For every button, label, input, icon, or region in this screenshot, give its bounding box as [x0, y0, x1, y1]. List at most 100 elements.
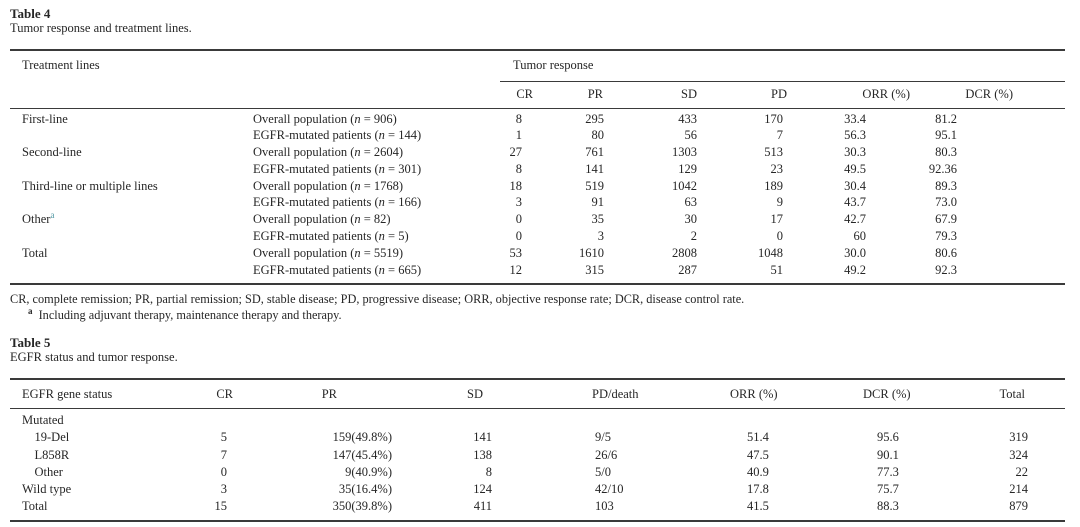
table4-caption: Tumor response and treatment lines. [10, 21, 192, 35]
cell [10, 127, 253, 144]
spacer-cell [1013, 194, 1065, 211]
cell: Third-line or multiple lines [22, 178, 158, 193]
cell: Total [22, 499, 48, 514]
cell: EGFR-mutated patients (n = 301) [253, 161, 422, 176]
column-header-cr: CR [500, 81, 533, 109]
cell: 2 [690, 229, 697, 244]
table5-label: Table 5 [10, 335, 51, 351]
cell: 95.6 [877, 430, 899, 445]
cell [10, 262, 253, 285]
cell: 73.0 [935, 195, 957, 210]
cell: 513 [764, 145, 783, 160]
cell: 90.1 [877, 447, 899, 462]
cell: 26/6 [595, 447, 618, 462]
table4-head: Treatment lines Tumor response CR PR SD … [10, 50, 1066, 109]
table5-header-row: EGFR gene status CR PR SD PD/death ORR (… [10, 379, 1065, 409]
table4-body: First-line Overall population (n = 906) 8 2… [10, 108, 1065, 284]
cell: 49.5 [844, 161, 866, 176]
cell [10, 161, 253, 178]
cell: 63 [684, 195, 698, 210]
cell: 43.7 [844, 195, 866, 210]
cell: 9 [776, 195, 783, 210]
table-row: L858R 7 147(45.4%) 138 26/6 47.5 90.1 324 [10, 447, 1065, 464]
spacer-cell [1013, 81, 1066, 109]
spacer-cell [1030, 379, 1065, 409]
cell: Overall population (n = 82) [253, 212, 391, 227]
cell: 0 [776, 229, 783, 244]
table5-caption: EGFR status and tumor response. [10, 350, 178, 365]
cell: 35 [591, 212, 605, 227]
cell: Wild type [22, 482, 72, 497]
column-header-total: Total [930, 379, 1030, 409]
cell: 15 [214, 499, 228, 514]
cell: 77.3 [877, 464, 899, 479]
table-row: Second-line Overall population (n = 2604)… [10, 144, 1065, 161]
cell: 9(40.9%) [345, 464, 392, 479]
spacer-cell [1030, 408, 1065, 429]
cell: 89.3 [935, 178, 957, 193]
cell: 147(45.4%) [332, 447, 392, 462]
table-row: Total Overall population (n = 5519) 53 1610… [10, 245, 1065, 262]
cell: 30.3 [844, 145, 866, 160]
table-row: EGFR-mutated patients (n = 665) 12 315 287 5… [10, 262, 1065, 285]
spacer-cell [1013, 161, 1065, 178]
cell: 214 [1009, 482, 1028, 497]
cell: 53 [509, 245, 523, 260]
cell: 0 [515, 212, 522, 227]
column-header-sd: SD [400, 379, 500, 409]
cell: 42/10 [595, 482, 624, 497]
cell: 9/5 [595, 430, 611, 445]
table5-head: EGFR gene status CR PR SD PD/death ORR (… [10, 379, 1065, 409]
cell: 5 [220, 430, 227, 445]
column-header-dcr: DCR (%) [800, 379, 930, 409]
cell: 92.36 [928, 161, 957, 176]
cell: 81.2 [935, 111, 957, 126]
column-header-pd: PD [697, 81, 787, 109]
spacer-cell [1030, 481, 1065, 498]
table-row: EGFR-mutated patients (n = 166) 3 91 63 9 43.… [10, 194, 1065, 211]
cell: 141 [585, 161, 604, 176]
cell: 17 [770, 212, 784, 227]
cell: 138 [473, 447, 492, 462]
table-4: Treatment lines Tumor response CR PR SD … [10, 49, 1066, 286]
table-5: EGFR gene status CR PR SD PD/death ORR (… [10, 378, 1065, 522]
table-row: EGFR-mutated patients (n = 5) 0 3 2 0 60 79.3 [10, 228, 1065, 245]
spacer-cell [1013, 178, 1065, 195]
cell: First-line [22, 111, 68, 126]
cell: 88.3 [877, 499, 899, 514]
cell: 40.9 [747, 464, 769, 479]
cell: 124 [473, 482, 492, 497]
cell: Overall population (n = 5519) [253, 245, 404, 260]
cell: 3 [597, 229, 604, 244]
cell: 7 [776, 128, 783, 143]
cell: 47.5 [747, 447, 769, 462]
cell: Overall population (n = 2604) [253, 145, 404, 160]
table-row: EGFR-mutated patients (n = 144) 1 80 56 7 56.… [10, 127, 1065, 144]
table-row: First-line Overall population (n = 906) 8 2… [10, 108, 1065, 127]
cell: 1303 [672, 145, 697, 160]
spacer-cell [1013, 108, 1065, 127]
cell: 141 [473, 430, 492, 445]
cell: EGFR-mutated patients (n = 144) [253, 128, 422, 143]
cell [235, 408, 400, 429]
cell: 103 [595, 499, 614, 514]
table4-footnote-abbreviations: CR, complete remission; PR, partial remi… [10, 292, 745, 307]
cell: 0 [220, 464, 227, 479]
spacer-cell [1013, 144, 1065, 161]
cell: 287 [678, 262, 697, 277]
cell: 8 [515, 161, 522, 176]
cell: L858R [22, 447, 70, 462]
column-header-treatment-lines: Treatment lines [10, 50, 500, 109]
cell: EGFR-mutated patients (n = 5) [253, 229, 409, 244]
cell: 295 [585, 111, 604, 126]
table4-footnote-a: a Including adjuvant therapy, maintenanc… [28, 306, 342, 323]
spacer-cell [1013, 228, 1065, 245]
cell: 92.3 [935, 262, 957, 277]
cell: 56 [684, 128, 698, 143]
cell: 159(49.8%) [332, 430, 392, 445]
cell: EGFR-mutated patients (n = 665) [253, 262, 422, 277]
cell: 189 [764, 178, 783, 193]
table-row: Third-line or multiple lines Overall popu… [10, 178, 1065, 195]
cell: 80.6 [935, 245, 957, 260]
